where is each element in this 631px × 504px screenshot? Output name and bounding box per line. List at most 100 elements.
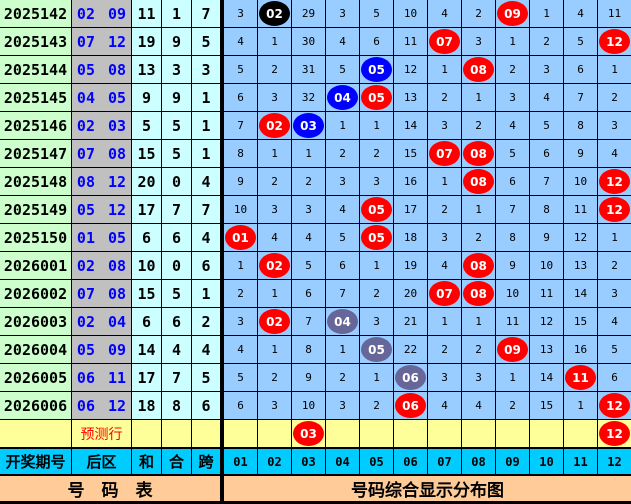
dist-cell: 2: [360, 280, 393, 307]
span-cell: 4: [192, 168, 220, 195]
divider: [221, 28, 223, 55]
number-ball: 07: [429, 141, 460, 166]
dist-cell: 1: [292, 140, 325, 167]
dist-cell: [530, 420, 563, 447]
dist-cell: 3: [326, 168, 359, 195]
dist-cell: 2: [462, 224, 495, 251]
dist-cell: 03: [292, 420, 325, 447]
header-number: 02: [258, 449, 291, 474]
he-cell: 7: [162, 196, 191, 223]
dist-cell: 1: [258, 140, 291, 167]
number-ball: 12: [599, 29, 630, 54]
back-zone-cell: 02 04: [72, 308, 131, 335]
dist-cell: 15: [394, 140, 427, 167]
dist-cell: 3: [530, 56, 563, 83]
dist-cell: 3: [428, 224, 461, 251]
period-cell: 2026001: [0, 252, 71, 279]
dist-cell: 2: [462, 112, 495, 139]
dist-cell: 2: [326, 140, 359, 167]
dist-cell: 2: [428, 336, 461, 363]
dist-cell: 4: [598, 308, 631, 335]
back-zone-cell: 06 11: [72, 364, 131, 391]
dist-cell: 14: [394, 112, 427, 139]
he-cell: 0: [162, 252, 191, 279]
dist-cell: 1: [258, 280, 291, 307]
dist-cell: 31: [292, 56, 325, 83]
dist-cell: [360, 420, 393, 447]
period-cell: 2025146: [0, 112, 71, 139]
sum-cell: 17: [132, 364, 161, 391]
dist-cell: 4: [428, 392, 461, 419]
he-cell: 5: [162, 140, 191, 167]
number-ball: 01: [225, 225, 256, 250]
dist-cell: 9: [292, 364, 325, 391]
back-zone-cell: 02 08: [72, 252, 131, 279]
period-cell: 2026003: [0, 308, 71, 335]
divider: [221, 196, 223, 223]
he-cell: 9: [162, 28, 191, 55]
footer-right: 号码综合显示分布图: [224, 476, 631, 501]
sum-cell: 13: [132, 56, 161, 83]
dist-cell: 32: [292, 84, 325, 111]
dist-cell: 6: [496, 168, 529, 195]
dist-cell: 15: [530, 392, 563, 419]
dist-cell: 12: [598, 392, 631, 419]
dist-cell: 2: [326, 364, 359, 391]
dist-cell: 4: [428, 0, 461, 27]
number-ball: 02: [259, 113, 290, 138]
header-number: 06: [394, 449, 427, 474]
divider: [221, 84, 223, 111]
span-cell: 5: [192, 28, 220, 55]
dist-cell: 4: [326, 196, 359, 223]
back-zone-cell: 08 12: [72, 168, 131, 195]
divider: [221, 112, 223, 139]
dist-cell: 1: [224, 252, 257, 279]
dist-cell: 1: [462, 308, 495, 335]
sum-cell: 15: [132, 140, 161, 167]
dist-cell: 02: [258, 252, 291, 279]
number-ball: 05: [361, 225, 392, 250]
dist-cell: 7: [564, 84, 597, 111]
period-cell: 2025149: [0, 196, 71, 223]
back-zone-cell: 02 09: [72, 0, 131, 27]
divider: [221, 168, 223, 195]
number-ball: 05: [361, 57, 392, 82]
dist-cell: 3: [224, 308, 257, 335]
dist-cell: 2: [292, 168, 325, 195]
dist-cell: 18: [394, 224, 427, 251]
header-number: 09: [496, 449, 529, 474]
dist-cell: 3: [224, 0, 257, 27]
dist-cell: 1: [428, 168, 461, 195]
dist-cell: 06: [394, 392, 427, 419]
back-zone-cell: 06 12: [72, 392, 131, 419]
divider: [221, 364, 223, 391]
dist-cell: 6: [326, 252, 359, 279]
dist-cell: 9: [564, 140, 597, 167]
dist-cell: 20: [394, 280, 427, 307]
dist-cell: 11: [496, 308, 529, 335]
dist-cell: [326, 420, 359, 447]
dist-cell: 16: [564, 336, 597, 363]
dist-cell: 5: [530, 112, 563, 139]
dist-cell: 1: [326, 112, 359, 139]
dist-cell: 08: [462, 252, 495, 279]
forecast-empty: [132, 420, 161, 447]
period-cell: 2025144: [0, 56, 71, 83]
dist-cell: 11: [394, 28, 427, 55]
dist-cell: 6: [292, 280, 325, 307]
header-number: 04: [326, 449, 359, 474]
he-cell: 0: [162, 168, 191, 195]
he-cell: 7: [162, 364, 191, 391]
dist-cell: 2: [530, 28, 563, 55]
divider: [221, 448, 223, 474]
dist-cell: 13: [564, 252, 597, 279]
dist-cell: 04: [326, 308, 359, 335]
header-span: 跨: [192, 449, 220, 474]
dist-cell: 3: [360, 308, 393, 335]
header-number: 11: [564, 449, 597, 474]
dist-cell: 12: [564, 224, 597, 251]
dist-cell: 07: [428, 280, 461, 307]
dist-cell: 06: [394, 364, 427, 391]
divider: [221, 476, 223, 501]
